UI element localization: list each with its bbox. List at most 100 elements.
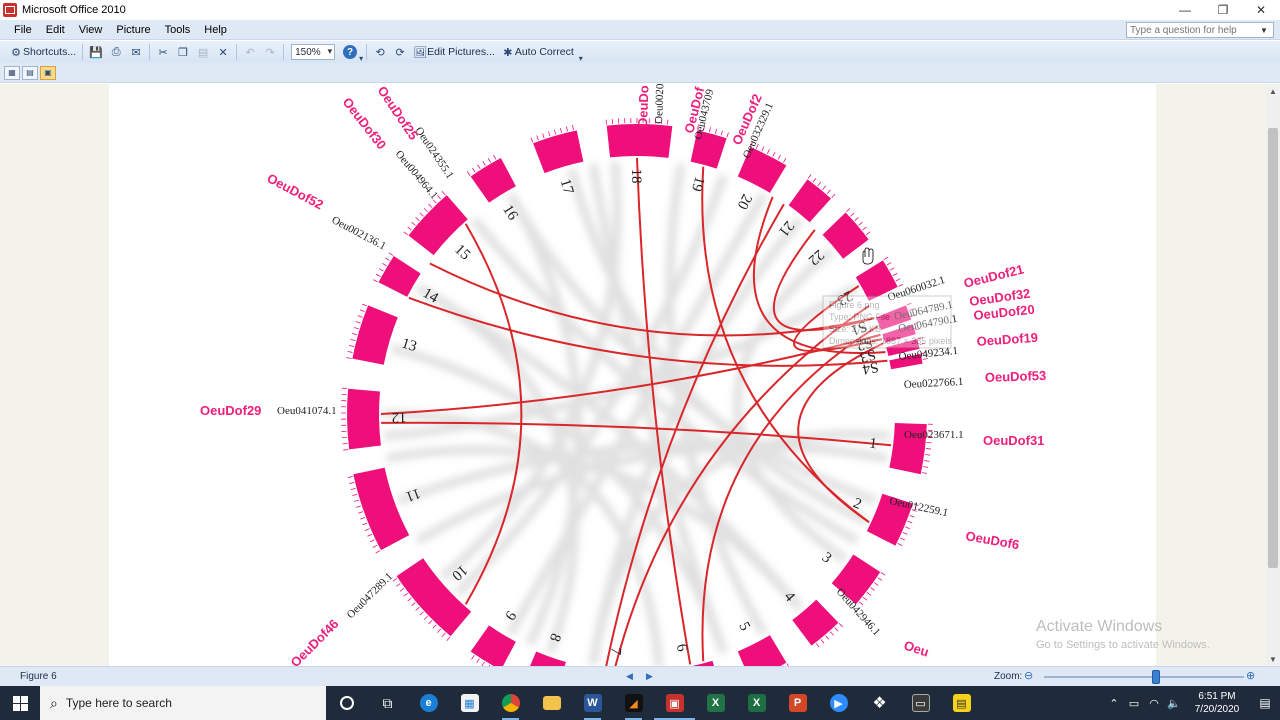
- zoom-slider-knob[interactable]: [1152, 670, 1160, 684]
- taskbar-word[interactable]: W: [572, 686, 613, 720]
- zoom-slider[interactable]: [1044, 670, 1244, 684]
- sector-tick: [922, 358, 928, 360]
- copy-button[interactable]: ❐: [173, 43, 193, 61]
- sector-tick: [481, 661, 485, 666]
- auto-correct-button[interactable]: ✱ Auto Correct: [498, 43, 577, 61]
- sector-tick: [441, 191, 446, 196]
- redo-button[interactable]: ↷: [260, 43, 280, 61]
- taskbar-chrome[interactable]: [490, 686, 531, 720]
- taskbar-excel-green[interactable]: X: [695, 686, 736, 720]
- zoom-in-icon[interactable]: ⊕: [1246, 670, 1256, 682]
- view-bar: ▦ ▤ ▣: [0, 63, 1280, 83]
- sector-tick: [877, 577, 883, 581]
- taskbar-clock[interactable]: 6:51 PM 7/20/2020: [1184, 690, 1250, 716]
- start-button[interactable]: [0, 686, 40, 720]
- sector-tick: [766, 149, 770, 154]
- taskbar-store[interactable]: ▦: [449, 686, 490, 720]
- help-dropdown-icon[interactable]: ▼: [1260, 25, 1268, 35]
- delete-button[interactable]: ✕: [213, 43, 233, 61]
- shortcuts-button[interactable]: ⚙ Shortcuts...: [6, 43, 79, 61]
- filmstrip-view-icon[interactable]: ▤: [22, 65, 38, 80]
- help-icon[interactable]: ?: [343, 45, 358, 59]
- email-button[interactable]: ✉: [126, 43, 146, 61]
- background-links: [382, 160, 891, 666]
- taskbar-zoom[interactable]: ▶: [818, 686, 859, 720]
- sector-tick: [859, 601, 864, 606]
- undo-icon: ↶: [245, 46, 255, 59]
- sector-tick: [720, 130, 723, 136]
- sector-tick: [697, 124, 699, 130]
- picture-canvas[interactable]: 1234567891011121314151617181920212223S1S…: [109, 84, 1156, 666]
- taskbar-file-explorer[interactable]: [531, 686, 572, 720]
- cut-button[interactable]: ✂: [153, 43, 173, 61]
- toolbar-options-icon[interactable]: ▾: [578, 54, 583, 63]
- chromosome-sector: [378, 256, 421, 297]
- sector-label: 19: [688, 175, 707, 194]
- scroll-up-icon[interactable]: ▲: [1269, 86, 1277, 96]
- sector-tick: [786, 663, 789, 666]
- volume-icon[interactable]: 🔈: [1167, 697, 1181, 710]
- gene-name-label: OeuDof52: [265, 170, 326, 212]
- task-view-button[interactable]: ⧉: [367, 686, 408, 720]
- zoom-out-icon[interactable]: ⊖: [1024, 670, 1034, 682]
- thumbnail-view-icon[interactable]: ▦: [4, 65, 20, 80]
- taskbar-app-window[interactable]: ▭: [900, 686, 941, 720]
- scroll-thumb[interactable]: [1268, 128, 1278, 568]
- vertical-scrollbar[interactable]: ▲ ▼: [1266, 84, 1280, 666]
- chevron-up-icon[interactable]: ⌃: [1109, 697, 1119, 710]
- rotate-right-button[interactable]: ⟳: [390, 43, 410, 61]
- undo-button[interactable]: ↶: [240, 43, 260, 61]
- toolbar-options-icon[interactable]: ▾: [359, 54, 364, 63]
- sector-tick: [353, 327, 359, 330]
- sector-tick: [906, 302, 912, 306]
- background-link: [506, 191, 584, 647]
- sector-tick: [880, 572, 886, 576]
- menu-picture[interactable]: Picture: [116, 23, 151, 36]
- menu-tools[interactable]: Tools: [164, 23, 191, 36]
- taskbar-app-diamond[interactable]: ❖: [859, 686, 900, 720]
- next-picture-icon[interactable]: ▶: [646, 671, 653, 681]
- wifi-icon[interactable]: ◠: [1149, 697, 1159, 710]
- restore-button[interactable]: ❐: [1217, 3, 1229, 17]
- taskbar-search-input[interactable]: [65, 696, 296, 710]
- battery-icon[interactable]: ▭: [1128, 697, 1140, 710]
- sector-label: 22: [805, 246, 827, 268]
- taskbar-powerpoint[interactable]: P: [777, 686, 818, 720]
- zoom-dropdown[interactable]: 150%: [291, 44, 336, 60]
- sector-tick: [419, 611, 424, 616]
- edit-pictures-button[interactable]: 🖼 Edit Pictures...: [410, 43, 498, 61]
- sector-tick: [866, 592, 872, 596]
- rotate-left-button[interactable]: ⟲: [370, 43, 390, 61]
- sector-tick: [820, 639, 825, 644]
- taskbar-excel[interactable]: X: [736, 686, 777, 720]
- chromosome-sector: [470, 157, 516, 203]
- sector-tick: [399, 587, 405, 592]
- toolbar-separator: [366, 44, 368, 60]
- help-search-input[interactable]: [1127, 24, 1257, 36]
- sector-tick: [403, 231, 408, 236]
- chromosome-sector: [470, 625, 516, 666]
- save-button[interactable]: 💾: [86, 43, 106, 61]
- print-button[interactable]: ⎙: [106, 43, 126, 61]
- previous-picture-icon[interactable]: ◀: [626, 671, 633, 681]
- minimize-button[interactable]: —: [1179, 3, 1191, 17]
- notification-icon[interactable]: ▤: [1259, 696, 1271, 710]
- taskbar-app-orange[interactable]: ◢: [613, 686, 654, 720]
- sector-label: 20: [734, 191, 755, 212]
- close-button[interactable]: ✕: [1255, 3, 1267, 17]
- sector-label: 13: [400, 336, 419, 356]
- taskbar-edge[interactable]: e: [408, 686, 449, 720]
- syntenic-link: [636, 157, 692, 665]
- menu-edit[interactable]: Edit: [45, 23, 65, 36]
- menu-help[interactable]: Help: [204, 23, 227, 36]
- menu-view[interactable]: View: [78, 23, 103, 36]
- scroll-down-icon[interactable]: ▼: [1269, 654, 1277, 664]
- paste-button[interactable]: ▤: [193, 43, 213, 61]
- taskbar-sticky-notes[interactable]: ▤: [941, 686, 982, 720]
- cortana-button[interactable]: [326, 686, 367, 720]
- taskbar-picture-manager[interactable]: ▣: [654, 686, 695, 720]
- menu-file[interactable]: File: [14, 23, 32, 36]
- toolbar-separator: [236, 44, 238, 60]
- excel-icon: X: [747, 694, 766, 712]
- single-picture-view-icon[interactable]: ▣: [40, 65, 56, 80]
